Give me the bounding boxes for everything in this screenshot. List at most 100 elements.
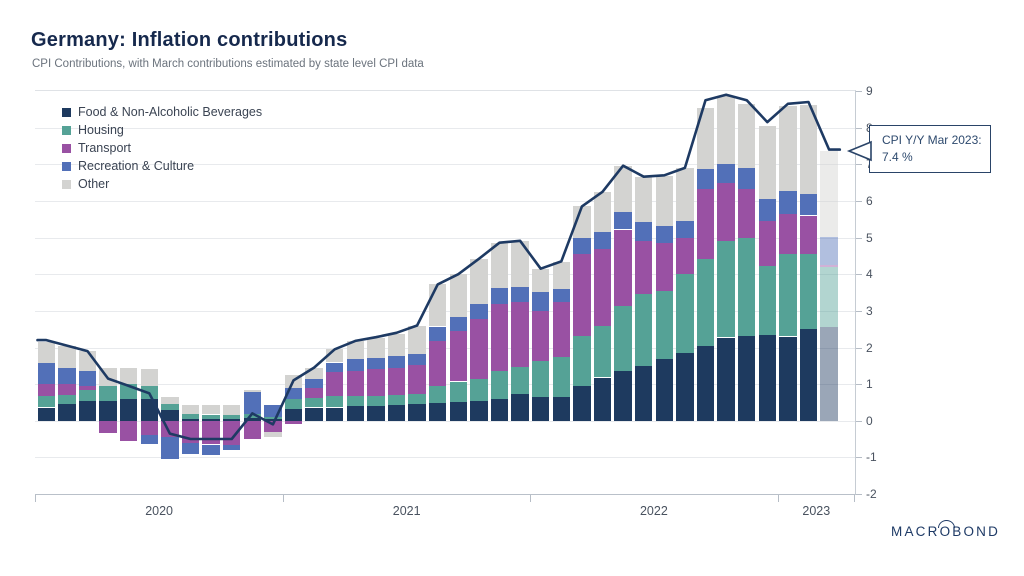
bar-segment[interactable] <box>37 384 55 396</box>
bar-segment[interactable] <box>367 338 385 359</box>
bar-segment[interactable] <box>346 370 364 396</box>
bar-segment[interactable] <box>634 365 653 421</box>
bar-segment[interactable] <box>181 405 200 414</box>
bar-segment[interactable] <box>758 335 776 421</box>
bar-segment[interactable] <box>78 400 97 421</box>
bar-segment[interactable] <box>676 237 694 275</box>
bar-segment[interactable] <box>325 407 344 421</box>
bar-segment[interactable] <box>243 417 261 421</box>
bar-segment[interactable] <box>573 206 591 238</box>
bar-segment[interactable] <box>799 193 818 216</box>
bar-segment[interactable] <box>593 191 612 232</box>
bar-segment[interactable] <box>325 372 344 396</box>
bar-segment[interactable] <box>696 169 715 190</box>
bar-segment[interactable] <box>58 345 76 369</box>
bar-segment[interactable] <box>78 371 97 386</box>
bar-segment[interactable] <box>99 400 117 421</box>
bar-segment[interactable] <box>655 359 673 421</box>
bar-segment[interactable] <box>222 405 241 415</box>
bar-segment[interactable] <box>181 418 200 421</box>
bar-segment[interactable] <box>449 402 467 421</box>
bar-segment[interactable] <box>367 369 385 396</box>
bar-segment[interactable] <box>799 329 818 421</box>
bar-segment[interactable] <box>181 442 200 454</box>
bar-segment[interactable] <box>593 231 612 250</box>
legend-item[interactable]: Other <box>62 175 262 193</box>
bar-segment[interactable] <box>284 408 303 421</box>
bar-segment[interactable] <box>367 395 385 406</box>
bar-segment[interactable] <box>408 404 426 421</box>
bar-segment[interactable] <box>264 417 282 419</box>
bar-segment[interactable] <box>37 362 55 385</box>
bar-segment[interactable] <box>820 265 838 268</box>
bar-segment[interactable] <box>284 398 303 409</box>
bar-segment[interactable] <box>264 418 282 421</box>
bar-segment[interactable] <box>58 383 76 396</box>
bar-segment[interactable] <box>78 390 97 401</box>
bar-segment[interactable] <box>758 125 776 200</box>
bar-segment[interactable] <box>161 404 179 410</box>
bar-segment[interactable] <box>346 359 364 371</box>
bar-segment[interactable] <box>676 352 694 421</box>
bar-segment[interactable] <box>449 274 467 317</box>
bar-segment[interactable] <box>202 414 220 419</box>
legend-item[interactable]: Housing <box>62 121 262 139</box>
bar-segment[interactable] <box>717 96 735 165</box>
bar-segment[interactable] <box>531 291 550 311</box>
bar-segment[interactable] <box>614 165 632 213</box>
bar-segment[interactable] <box>387 367 406 396</box>
bar-segment[interactable] <box>676 167 694 221</box>
bar-segment[interactable] <box>58 404 76 421</box>
bar-segment[interactable] <box>779 254 797 337</box>
bar-segment[interactable] <box>264 420 282 432</box>
bar-segment[interactable] <box>305 407 323 421</box>
bar-segment[interactable] <box>119 367 138 385</box>
bar-segment[interactable] <box>449 331 467 382</box>
bar-segment[interactable] <box>696 189 715 260</box>
bar-segment[interactable] <box>655 175 673 227</box>
bar-segment[interactable] <box>119 398 138 421</box>
bar-segment[interactable] <box>222 414 241 420</box>
bar-segment[interactable] <box>387 334 406 356</box>
bar-segment[interactable] <box>408 394 426 405</box>
bar-segment[interactable] <box>696 107 715 169</box>
bar-segment[interactable] <box>202 404 220 415</box>
bar-segment[interactable] <box>387 395 406 405</box>
bar-segment[interactable] <box>573 254 591 337</box>
bar-segment[interactable] <box>408 325 426 355</box>
bar-segment[interactable] <box>428 403 447 421</box>
bar-segment[interactable] <box>593 249 612 326</box>
bar-segment[interactable] <box>655 226 673 243</box>
bar-segment[interactable] <box>325 395 344 408</box>
bar-segment[interactable] <box>676 274 694 353</box>
bar-segment[interactable] <box>758 265 776 335</box>
bar-segment[interactable] <box>202 444 220 456</box>
bar-segment[interactable] <box>593 377 612 421</box>
legend-item[interactable]: Recreation & Culture <box>62 157 262 175</box>
bar-segment[interactable] <box>470 258 488 304</box>
bar-segment[interactable] <box>737 104 756 168</box>
bar-segment[interactable] <box>737 167 756 190</box>
bar-segment[interactable] <box>161 396 179 405</box>
bar-segment[interactable] <box>758 199 776 221</box>
bar-segment[interactable] <box>490 287 509 305</box>
bar-segment[interactable] <box>634 241 653 295</box>
bar-segment[interactable] <box>140 420 158 436</box>
bar-segment[interactable] <box>573 237 591 255</box>
bar-segment[interactable] <box>676 221 694 238</box>
bar-segment[interactable] <box>511 394 529 421</box>
bar-segment[interactable] <box>408 354 426 366</box>
bar-segment[interactable] <box>531 397 550 421</box>
bar-segment[interactable] <box>531 360 550 398</box>
bar-segment[interactable] <box>614 212 632 230</box>
bar-segment[interactable] <box>161 437 179 460</box>
bar-segment[interactable] <box>387 405 406 421</box>
bar-segment[interactable] <box>799 254 818 330</box>
bar-segment[interactable] <box>531 269 550 292</box>
legend-item[interactable]: Transport <box>62 139 262 157</box>
bar-segment[interactable] <box>573 336 591 386</box>
bar-segment[interactable] <box>655 242 673 292</box>
bar-segment[interactable] <box>449 381 467 403</box>
bar-segment[interactable] <box>37 342 55 363</box>
bar-segment[interactable] <box>634 176 653 223</box>
